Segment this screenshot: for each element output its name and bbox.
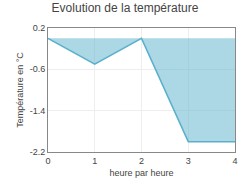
svg-text:Evolution de la température: Evolution de la température xyxy=(52,1,199,15)
svg-text:-0.6: -0.6 xyxy=(30,64,46,74)
svg-text:4: 4 xyxy=(232,156,237,166)
svg-text:Température en °C: Température en °C xyxy=(15,52,25,128)
svg-text:0: 0 xyxy=(45,156,50,166)
svg-text:0.2: 0.2 xyxy=(33,23,46,33)
svg-text:1: 1 xyxy=(92,156,97,166)
svg-text:2: 2 xyxy=(139,156,144,166)
svg-text:3: 3 xyxy=(186,156,191,166)
svg-text:heure par heure: heure par heure xyxy=(109,168,173,178)
svg-text:-2.2: -2.2 xyxy=(30,147,46,157)
svg-text:-1.4: -1.4 xyxy=(30,106,46,116)
